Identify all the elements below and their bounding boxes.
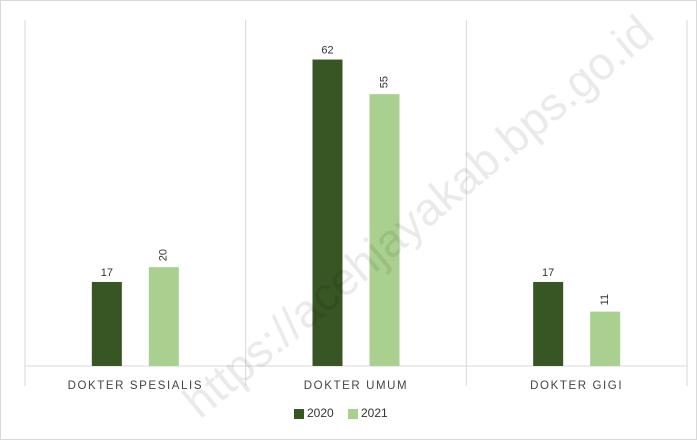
bar-2021-0: [148, 267, 179, 366]
data-label: 11: [599, 294, 611, 305]
category-label: DOKTER UMUM: [304, 380, 409, 392]
legend-label: 2021: [361, 406, 388, 420]
bar-2020-1: [312, 59, 343, 367]
bar-2020-0: [91, 281, 122, 366]
bar-2020-2: [533, 281, 564, 366]
legend-label: 2020: [307, 406, 334, 420]
category-label: DOKTER GIGI: [530, 380, 623, 392]
legend-swatch: [294, 409, 304, 419]
bar-2021-1: [369, 94, 400, 367]
bar-2021-2: [590, 311, 621, 366]
data-label: 17: [542, 267, 554, 279]
data-label: 20: [158, 249, 170, 261]
category-label: DOKTER SPESIALIS: [68, 380, 204, 392]
legend-swatch: [348, 409, 358, 419]
data-label: 62: [321, 44, 333, 56]
data-label: 17: [101, 267, 113, 279]
data-label: 55: [378, 76, 390, 88]
